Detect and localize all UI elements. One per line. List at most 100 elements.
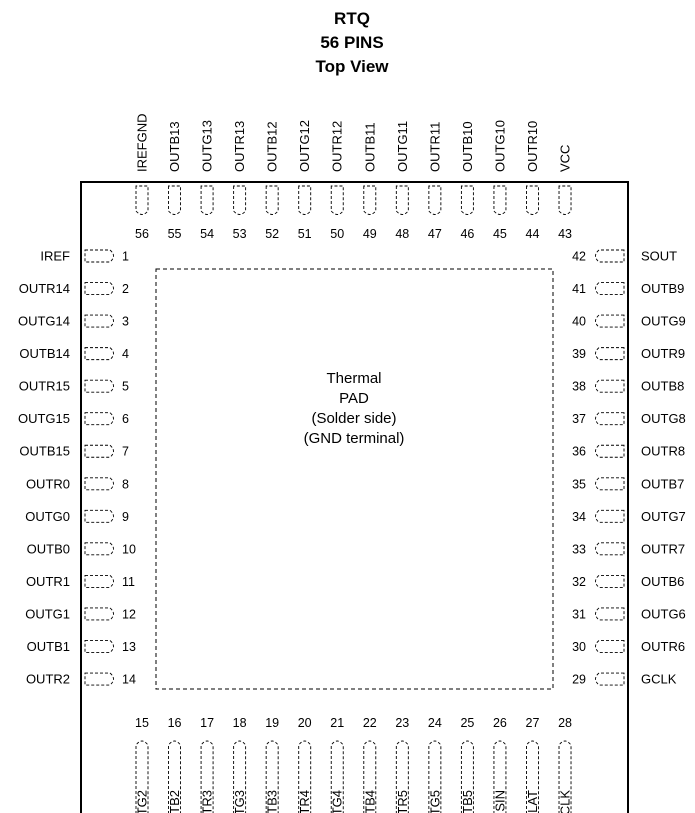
thermal-pad-line-2: PAD [339, 390, 369, 407]
pin-name-top: VCC [558, 145, 573, 172]
pin-pad-left [84, 379, 114, 393]
pin-name-right: OUTB8 [641, 379, 684, 394]
pin-name-top: OUTR10 [525, 121, 540, 172]
pin-pad-left [84, 282, 114, 295]
pin-pad-top [200, 185, 214, 215]
pin-pad-top [233, 185, 247, 215]
package-body [80, 181, 629, 813]
pin-number-top: 55 [168, 227, 182, 241]
pin-name-right: OUTG6 [641, 606, 686, 621]
pin-number-bottom: 15 [135, 716, 149, 730]
pin-pad-bottom [135, 740, 149, 813]
pin-name-right: OUTR7 [641, 541, 685, 556]
pin-number-left: 3 [122, 315, 129, 329]
pin-pad-right [595, 412, 625, 426]
pin-name-left: OUTB0 [27, 541, 70, 556]
pin-pad-left [84, 542, 114, 556]
pin-name-top: OUTR11 [427, 122, 442, 172]
pin-name-left: OUTB14 [19, 346, 70, 361]
pin-pad-left [84, 509, 114, 523]
pin-number-top: 49 [363, 227, 377, 241]
pin-name-top: OUTG10 [492, 120, 507, 172]
pin-pad-bottom [526, 740, 539, 813]
pin-name-right: OUTG9 [641, 314, 686, 329]
pin-name-bottom: OUTB5 [460, 790, 475, 813]
pin-pad-bottom [558, 740, 572, 813]
pin-number-bottom: 26 [493, 716, 507, 730]
pin-pad-right [595, 607, 625, 621]
pin-name-top: IREFGND [135, 114, 150, 173]
pin-name-bottom: LAT [525, 790, 540, 813]
pin-number-top: 50 [330, 227, 344, 241]
pin-name-left: OUTB15 [19, 444, 70, 459]
pin-number-left: 9 [122, 510, 129, 524]
pin-pad-top [363, 185, 377, 215]
pin-pad-bottom [298, 740, 312, 813]
pin-pad-top [168, 185, 181, 215]
pin-name-top: OUTR12 [330, 121, 345, 172]
pin-name-top: OUTG13 [200, 120, 215, 172]
pin-number-right: 35 [572, 477, 586, 491]
pin-pad-right [595, 379, 625, 393]
pin-number-right: 30 [572, 640, 586, 654]
pin-pad-top [265, 185, 279, 215]
pin-name-bottom: OUTG4 [330, 790, 345, 813]
pin-number-left: 6 [122, 412, 129, 426]
pin-pad-top [526, 185, 539, 215]
pin-name-bottom: OUTG5 [427, 790, 442, 813]
pin-name-bottom: OUTB4 [362, 790, 377, 813]
pin-name-left: OUTG14 [18, 314, 70, 329]
thermal-pad-line-4: (GND terminal) [304, 430, 405, 447]
pin-number-right: 31 [572, 607, 586, 621]
pin-name-top: OUTB10 [460, 121, 475, 172]
pin-pad-top [135, 185, 149, 215]
pin-name-bottom: OUTR5 [395, 790, 410, 813]
pin-number-right: 39 [572, 347, 586, 361]
pin-pad-right [595, 509, 625, 523]
pin-pad-left [84, 314, 114, 328]
pin-name-right: OUTR6 [641, 639, 685, 654]
pin-name-top: OUTB13 [167, 121, 182, 172]
pin-name-right: GCLK [641, 672, 677, 687]
pin-number-right: 42 [572, 250, 586, 264]
pin-pad-bottom [168, 740, 181, 813]
pin-name-right: OUTB6 [641, 574, 684, 589]
pin-pad-bottom [200, 740, 214, 813]
pin-pad-bottom [265, 740, 279, 813]
pin-number-bottom: 17 [200, 716, 214, 730]
pin-number-left: 2 [122, 282, 129, 296]
pin-number-top: 52 [265, 227, 279, 241]
pin-number-top: 53 [233, 227, 247, 241]
pin-pad-top [395, 185, 409, 215]
pin-pad-left [84, 444, 114, 458]
pin-number-bottom: 23 [395, 716, 409, 730]
pin-name-bottom: OUTR3 [200, 790, 215, 813]
pin-number-top: 51 [298, 227, 312, 241]
pin-number-right: 33 [572, 542, 586, 556]
pin-number-left: 8 [122, 477, 129, 491]
pin-number-bottom: 28 [558, 716, 572, 730]
pin-name-left: OUTR14 [19, 281, 70, 296]
pin-pad-right [595, 347, 625, 361]
pin-pad-bottom [460, 740, 474, 813]
pin-number-bottom: 18 [233, 716, 247, 730]
pin-number-right: 36 [572, 445, 586, 459]
pin-number-bottom: 22 [363, 716, 377, 730]
pin-pad-top [460, 185, 474, 215]
pin-name-top: OUTG11 [395, 121, 410, 172]
pin-pad-left [84, 574, 114, 588]
pin-name-left: OUTR15 [19, 379, 70, 394]
pin-name-left: OUTR2 [26, 672, 70, 687]
pin-number-left: 12 [122, 607, 136, 621]
pin-name-right: OUTR8 [641, 444, 685, 459]
pin-name-bottom: OUTB3 [265, 790, 280, 813]
pin-pad-top [558, 185, 572, 215]
pin-name-right: OUTB9 [641, 281, 684, 296]
pin-name-top: OUTR13 [232, 121, 247, 172]
pin-pad-bottom [330, 740, 344, 813]
pin-number-top: 56 [135, 227, 149, 241]
pin-pad-right [595, 249, 625, 263]
pin-number-top: 47 [428, 227, 442, 241]
